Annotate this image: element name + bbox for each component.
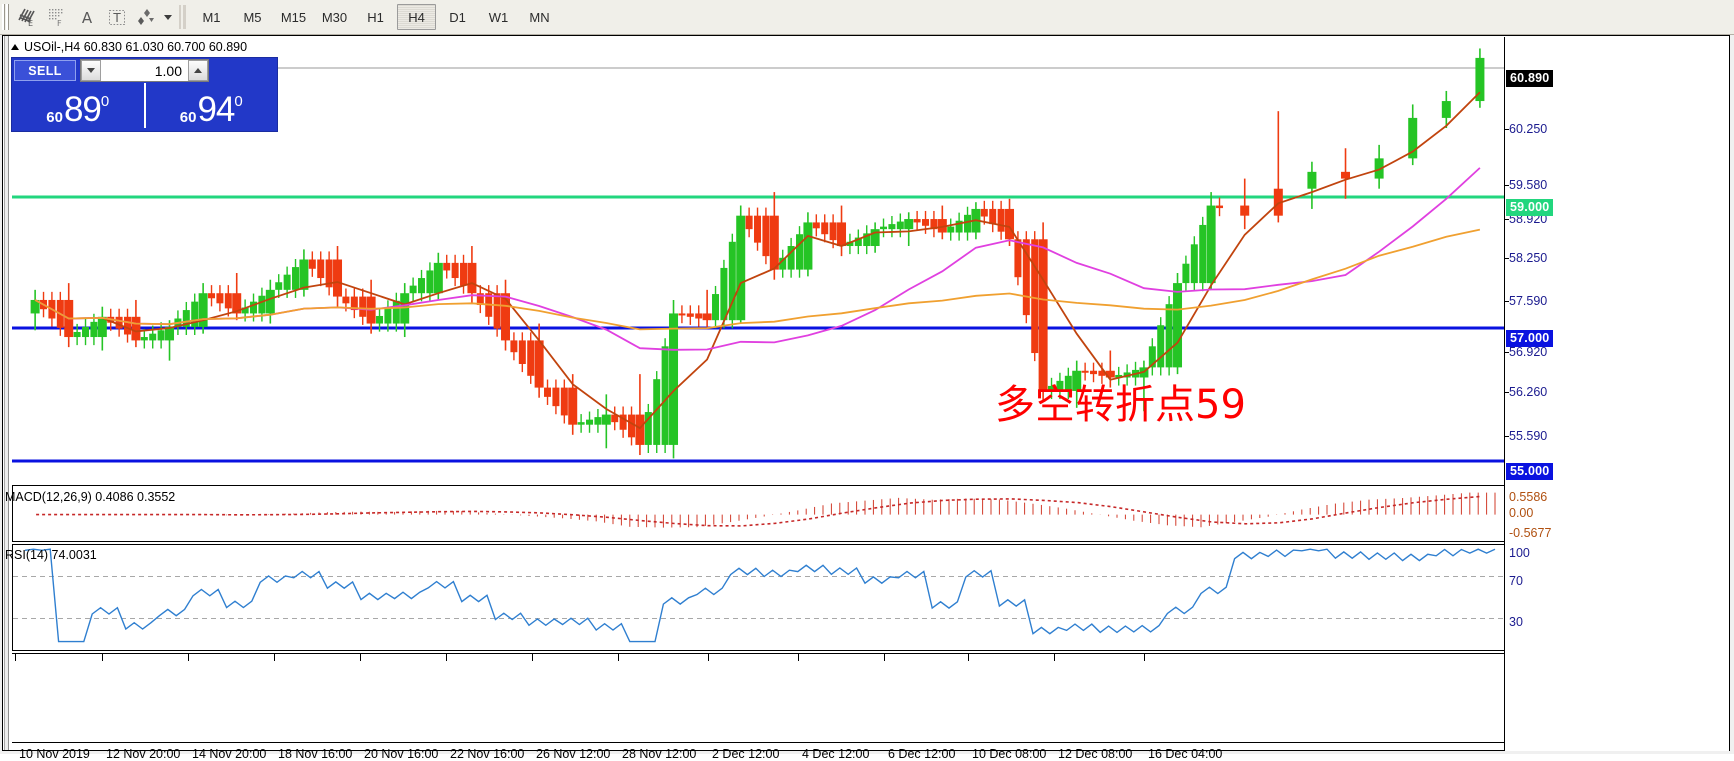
sell-button[interactable]: SELL	[14, 60, 76, 81]
time-axis-label: 12 Nov 20:00	[106, 747, 181, 761]
toolbar-grip[interactable]	[2, 4, 9, 30]
price-divider	[143, 83, 146, 128]
macd-label: MACD(12,26,9) 0.4086 0.3552	[5, 490, 176, 504]
price-tick: 56.260	[1509, 385, 1548, 399]
time-axis-label: 12 Dec 08:00	[1058, 747, 1133, 761]
time-axis-label: 26 Nov 12:00	[536, 747, 611, 761]
objects-icon[interactable]	[132, 3, 162, 31]
volume-stepper[interactable]: 1.00	[80, 59, 209, 82]
price-scale[interactable]: 60.250 59.580 58.920 58.250 57.590 56.920 56.2…	[1504, 37, 1729, 751]
price-plot	[12, 48, 1511, 463]
macd-plot	[36, 492, 1496, 528]
sell-price-sup: 0	[100, 93, 110, 110]
toolbar: E F A	[0, 0, 1734, 35]
time-axis-label: 16 Dec 04:00	[1148, 747, 1223, 761]
rsi-plot	[13, 548, 1510, 643]
time-axis-label: 14 Nov 20:00	[192, 747, 267, 761]
timeframe-d1[interactable]: D1	[449, 9, 466, 25]
text-label-icon[interactable]: A	[72, 3, 102, 31]
macd-pane[interactable]	[12, 485, 1511, 542]
price-tick: 57.590	[1509, 294, 1548, 308]
ma-line	[34, 91, 1481, 430]
collapse-triangle-icon[interactable]	[11, 44, 19, 50]
timeframe-mn[interactable]: MN	[529, 9, 550, 25]
svg-text:T: T	[112, 11, 121, 25]
buy-price-sup: 0	[234, 93, 243, 110]
time-axis-label: 10 Dec 08:00	[972, 747, 1047, 761]
macd-signal-line	[36, 495, 1481, 527]
chart-vertical-scrollbar[interactable]	[3, 36, 11, 750]
buy-price-big: 94	[197, 90, 235, 129]
volume-input[interactable]: 1.00	[154, 62, 182, 79]
symbol-ohlc-line: USOil-,H4 60.830 61.030 60.700 60.890	[11, 40, 247, 54]
price-badge: 59.000	[1506, 199, 1554, 216]
sell-price-small: 60	[46, 109, 63, 126]
rsi-label: RSI(14) 74.0031	[5, 548, 97, 562]
timeframe-m5[interactable]: M5	[243, 9, 262, 25]
rsi-tick: 70	[1509, 574, 1523, 588]
price-tick: 55.590	[1509, 429, 1548, 443]
chart-annotation-text[interactable]: 多空转折点59	[995, 382, 1246, 428]
buy-price-small: 60	[179, 109, 197, 126]
time-axis-label: 28 Nov 12:00	[622, 747, 697, 761]
sell-price[interactable]: 60 89 0	[12, 83, 144, 128]
one-click-top-row: SELL 1.00 BUY	[12, 58, 277, 83]
timeframe-m30[interactable]: M30	[321, 9, 348, 25]
ma-line	[34, 228, 1481, 331]
price-badge: 60.890	[1506, 70, 1554, 87]
time-axis-label: 6 Dec 12:00	[888, 747, 956, 761]
time-axis[interactable]: 10 Nov 2019 12 Nov 20:00 14 Nov 20:00 18 No…	[12, 653, 1511, 761]
sell-price-big: 89	[63, 90, 102, 129]
time-axis-label: 20 Nov 16:00	[364, 747, 439, 761]
svg-text:E: E	[28, 19, 33, 28]
time-axis-label: 4 Dec 12:00	[802, 747, 870, 761]
macd-tick: 0.5586	[1509, 490, 1548, 504]
rsi-line	[24, 548, 1496, 643]
price-tick: 58.250	[1509, 251, 1548, 265]
buy-price[interactable]: 60 94 0	[146, 83, 278, 128]
symbol-ohlc-text: USOil-,H4 60.830 61.030 60.700 60.890	[24, 40, 248, 54]
one-click-prices-row: 60 89 0 60 94 0	[12, 83, 277, 128]
rsi-tick: 100	[1509, 546, 1530, 560]
text-object-icon[interactable]: T	[102, 3, 132, 31]
price-tick: 60.250	[1509, 122, 1548, 136]
timeframe-w1[interactable]: W1	[488, 9, 509, 25]
price-tick: 56.920	[1509, 345, 1548, 359]
timeframe-m1[interactable]: M1	[202, 9, 221, 25]
timeframe-h4[interactable]: H4	[397, 4, 436, 30]
objects-dropdown-caret[interactable]	[162, 3, 174, 31]
time-axis-label: 2 Dec 12:00	[712, 747, 780, 761]
price-badge: 55.000	[1506, 463, 1554, 480]
timeframe-m15[interactable]: M15	[280, 9, 307, 25]
time-axis-label: 22 Nov 16:00	[450, 747, 525, 761]
volume-increase-button[interactable]	[188, 60, 208, 81]
timeframe-h1[interactable]: H1	[367, 9, 384, 25]
chart-frame: 10 Nov 2019 12 Nov 20:00 14 Nov 20:00 18 No…	[2, 35, 1730, 761]
rsi-tick: 30	[1509, 615, 1523, 629]
indicators-icon[interactable]: F	[42, 3, 72, 31]
macd-tick: 0.00	[1509, 506, 1534, 520]
macd-tick: -0.5677	[1509, 526, 1552, 540]
rsi-pane[interactable]	[12, 544, 1511, 651]
svg-text:F: F	[57, 19, 62, 28]
expert-advisors-icon[interactable]: E	[12, 3, 42, 31]
volume-decrease-button[interactable]	[81, 60, 101, 81]
time-axis-label: 18 Nov 16:00	[278, 747, 353, 761]
time-axis-label: 10 Nov 2019	[19, 747, 90, 761]
price-badge: 57.000	[1506, 330, 1554, 347]
svg-text:A: A	[82, 9, 93, 27]
price-tick: 59.580	[1509, 178, 1548, 192]
toolbar-separator	[179, 5, 186, 29]
